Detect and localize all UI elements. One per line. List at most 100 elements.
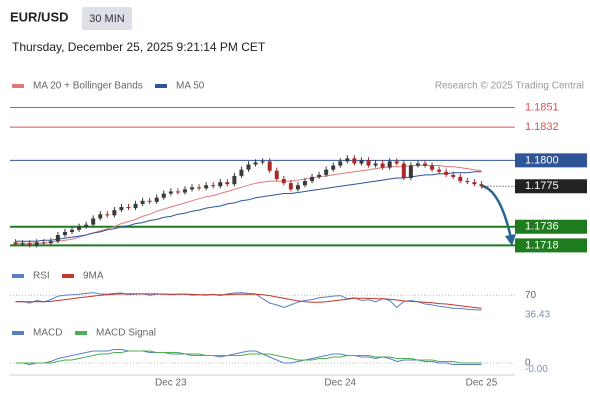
candle-body <box>204 185 209 189</box>
candle-body <box>387 161 392 168</box>
candle-body <box>338 161 343 166</box>
candle-body <box>444 171 449 175</box>
candle-body <box>408 165 413 178</box>
legend-swatch <box>75 331 87 335</box>
candle-body <box>62 231 67 236</box>
level-label: 1.1736 <box>525 221 559 233</box>
legend-label: MACD Signal <box>96 328 156 339</box>
candle-body <box>302 181 307 186</box>
candle-body <box>154 197 159 202</box>
candle-body <box>380 163 385 168</box>
candle-body <box>182 189 187 193</box>
candle-body <box>48 241 53 244</box>
candle-body <box>13 242 18 245</box>
current-price-label: 1.1775 <box>525 180 559 192</box>
indicator-line <box>15 350 482 364</box>
candle-body <box>239 169 244 176</box>
candle-body <box>260 161 265 163</box>
candle-body <box>472 182 477 185</box>
level-box <box>515 219 587 234</box>
last-value-label: 36.43 <box>525 310 550 321</box>
candle-body <box>288 183 293 190</box>
candle-body <box>352 158 357 164</box>
candle-body <box>267 161 272 171</box>
candle-body <box>430 165 435 170</box>
candle-body <box>84 224 89 227</box>
candle-body <box>232 175 237 185</box>
candle-body <box>133 203 138 209</box>
candle-body <box>112 210 117 216</box>
forecast-arrowhead <box>505 234 516 246</box>
candle-body <box>175 191 180 193</box>
level-box <box>515 153 587 168</box>
candle-body <box>415 163 420 166</box>
level-label: 1.1800 <box>525 154 559 166</box>
candle-body <box>98 214 103 219</box>
legend-swatch <box>155 84 167 88</box>
legend-swatch <box>12 274 24 278</box>
x-tick-label: Dec 23 <box>155 378 187 389</box>
indicator-line <box>15 349 482 366</box>
legend-swatch <box>12 84 24 88</box>
candle-body <box>34 242 39 246</box>
candle-body <box>401 163 406 178</box>
candle-body <box>211 185 216 187</box>
level-box <box>515 238 587 253</box>
candle-body <box>451 174 456 177</box>
legend-label: MACD <box>33 328 62 339</box>
y-tick-label: 0 <box>525 358 531 369</box>
legend-swatch <box>12 331 24 335</box>
candle-body <box>317 174 322 177</box>
candle-body <box>345 158 350 162</box>
candle-body <box>105 214 110 216</box>
last-value-label: -0.00 <box>525 364 548 375</box>
legend-label: RSI <box>33 271 50 282</box>
legend-label: MA 20 + Bollinger Bands <box>33 81 143 92</box>
candle-body <box>465 181 470 183</box>
candle-body <box>437 169 442 172</box>
credit: Research © 2025 Trading Central <box>435 81 584 92</box>
candle-body <box>140 200 145 204</box>
candle-body <box>324 169 329 175</box>
candle-body <box>394 161 399 164</box>
legend-label: 9MA <box>83 271 104 282</box>
x-tick-label: Dec 25 <box>466 378 498 389</box>
candle-body <box>55 235 60 242</box>
candle-body <box>373 163 378 166</box>
timeframe-button[interactable] <box>82 7 132 30</box>
candle-body <box>168 191 173 194</box>
y-tick-label: 70 <box>525 290 537 301</box>
level-label: 1.1832 <box>525 121 559 133</box>
current-price-box <box>515 179 587 194</box>
candle-body <box>225 182 230 185</box>
forecast-arrow <box>481 184 513 239</box>
timeframe-label[interactable]: 30 MIN <box>89 13 125 25</box>
candle-body <box>126 207 131 209</box>
candle-body <box>218 182 223 187</box>
candle-body <box>91 218 96 225</box>
symbol: EUR/USD <box>10 9 69 24</box>
level-label: 1.1851 <box>525 101 559 113</box>
candle-body <box>359 160 364 164</box>
indicator-line <box>15 293 482 309</box>
candle-body <box>77 226 82 230</box>
candle-body <box>190 187 195 190</box>
candle-body <box>70 229 75 232</box>
candle-body <box>295 185 300 190</box>
candle-body <box>253 162 258 165</box>
candle-body <box>41 242 46 244</box>
candle-body <box>331 165 336 170</box>
candle-body <box>310 176 315 182</box>
x-tick-label: Dec 24 <box>324 378 356 389</box>
candle-body <box>479 184 484 187</box>
candle-body <box>274 170 279 180</box>
legend-swatch <box>62 274 74 278</box>
candle-body <box>281 179 286 184</box>
candle-body <box>161 193 166 198</box>
candle-body <box>366 160 371 166</box>
candle-body <box>422 163 427 166</box>
legend-label: MA 50 <box>176 81 205 92</box>
candle-body <box>246 164 251 170</box>
